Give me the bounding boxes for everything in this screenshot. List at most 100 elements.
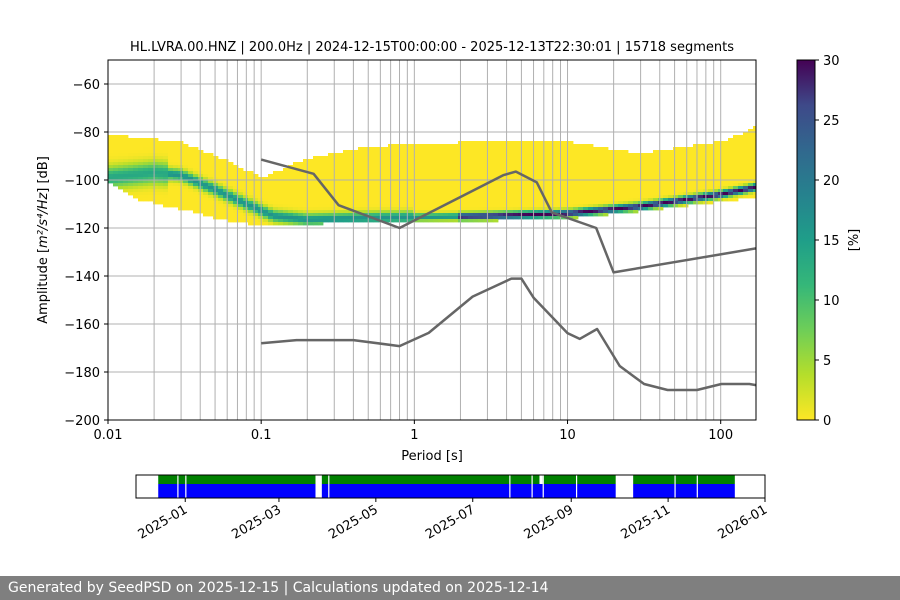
density-cell (283, 183, 289, 187)
density-cell (118, 138, 124, 142)
density-cell (628, 192, 634, 196)
density-cell (448, 162, 454, 166)
density-cell (288, 171, 294, 175)
density-cell (403, 159, 409, 163)
density-cell (168, 198, 174, 202)
density-cell (743, 189, 749, 193)
density-cell (318, 204, 324, 208)
density-cell (128, 174, 134, 178)
density-cell (173, 177, 179, 181)
density-cell (138, 156, 144, 160)
density-cell (293, 165, 299, 169)
density-cell (603, 189, 609, 193)
density-cell (173, 141, 179, 145)
density-cell (543, 150, 549, 154)
density-cell (543, 192, 549, 196)
density-cell (628, 204, 634, 208)
density-cell (173, 204, 179, 208)
density-cell (683, 192, 689, 196)
density-cell (308, 201, 314, 205)
density-cell (488, 210, 494, 214)
density-cell (218, 198, 224, 202)
density-cell (398, 171, 404, 175)
density-cell (358, 189, 364, 193)
density-cell (218, 204, 224, 208)
density-cell (508, 213, 514, 217)
density-cell (553, 168, 559, 172)
density-cell (633, 153, 639, 157)
density-cell (483, 210, 489, 214)
density-cell (308, 186, 314, 190)
density-cell (208, 156, 214, 160)
density-cell (358, 171, 364, 175)
density-cell (478, 150, 484, 154)
density-cell (363, 201, 369, 205)
density-cell (708, 156, 714, 160)
density-cell (418, 171, 424, 175)
density-cell (518, 183, 524, 187)
density-cell (648, 201, 654, 205)
density-cell (688, 183, 694, 187)
density-cell (518, 156, 524, 160)
density-cell (143, 159, 149, 163)
density-cell (568, 141, 574, 145)
density-cell (508, 204, 514, 208)
density-cell (188, 150, 194, 154)
density-cell (613, 153, 619, 157)
density-cell (303, 222, 309, 226)
density-cell (263, 210, 269, 214)
density-cell (713, 177, 719, 181)
density-cell (733, 189, 739, 193)
density-cell (108, 144, 114, 148)
density-cell (493, 219, 499, 223)
density-cell (308, 219, 314, 223)
density-cell (168, 141, 174, 145)
density-cell (318, 192, 324, 196)
density-cell (328, 186, 334, 190)
density-cell (433, 213, 439, 217)
density-cell (298, 222, 304, 226)
density-cell (273, 210, 279, 214)
density-cell (318, 207, 324, 211)
density-cell (478, 171, 484, 175)
density-cell (633, 183, 639, 187)
density-cell (688, 153, 694, 157)
density-cell (463, 171, 469, 175)
density-cell (593, 207, 599, 211)
density-cell (233, 207, 239, 211)
density-cell (218, 189, 224, 193)
density-cell (253, 174, 259, 178)
density-cell (413, 216, 419, 220)
density-cell (743, 135, 749, 139)
y-axis-label-suffix: ] [dB] (36, 156, 51, 193)
density-cell (478, 141, 484, 145)
density-cell (263, 180, 269, 184)
density-cell (523, 177, 529, 181)
density-cell (218, 165, 224, 169)
density-cell (373, 156, 379, 160)
density-cell (508, 177, 514, 181)
density-cell (623, 189, 629, 193)
density-cell (138, 189, 144, 193)
density-cell (113, 183, 119, 187)
density-cell (493, 216, 499, 220)
density-cell (533, 207, 539, 211)
density-cell (633, 162, 639, 166)
density-cell (393, 168, 399, 172)
density-cell (363, 168, 369, 172)
density-cell (228, 216, 234, 220)
density-cell (478, 204, 484, 208)
density-cell (208, 189, 214, 193)
density-cell (358, 186, 364, 190)
density-cell (583, 177, 589, 181)
density-cell (678, 192, 684, 196)
density-cell (573, 168, 579, 172)
density-cell (238, 189, 244, 193)
density-cell (523, 201, 529, 205)
plot-frame (107, 59, 757, 421)
density-cell (208, 159, 214, 163)
density-cell (468, 144, 474, 148)
density-cell (163, 153, 169, 157)
density-cell (303, 165, 309, 169)
density-cell (653, 207, 659, 211)
